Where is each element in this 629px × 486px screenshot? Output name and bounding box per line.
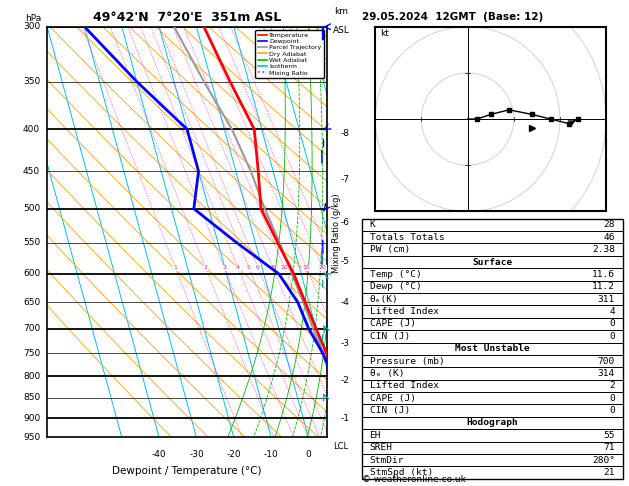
Text: LCL: LCL: [333, 441, 348, 451]
Text: Dewp (°C): Dewp (°C): [369, 282, 421, 291]
Text: 1: 1: [174, 265, 177, 270]
Text: θₑ(K): θₑ(K): [369, 295, 398, 304]
Text: 850: 850: [23, 393, 40, 402]
Text: km: km: [334, 7, 348, 17]
Text: EH: EH: [369, 431, 381, 440]
Text: 650: 650: [23, 298, 40, 307]
Text: 2: 2: [204, 265, 208, 270]
Text: 21: 21: [603, 468, 615, 477]
Text: CIN (J): CIN (J): [369, 406, 409, 415]
Text: 29.05.2024  12GMT  (Base: 12): 29.05.2024 12GMT (Base: 12): [362, 12, 543, 22]
Text: 700: 700: [23, 324, 40, 333]
Text: -2: -2: [341, 376, 350, 385]
Text: 11.2: 11.2: [592, 282, 615, 291]
Text: -30: -30: [189, 450, 204, 459]
Text: 300: 300: [23, 22, 40, 31]
Text: -40: -40: [152, 450, 167, 459]
Text: -4: -4: [341, 298, 350, 307]
Text: 0: 0: [609, 406, 615, 415]
Text: -5: -5: [341, 257, 350, 266]
Text: 71: 71: [603, 443, 615, 452]
Text: -1: -1: [341, 414, 350, 423]
Text: 46: 46: [603, 233, 615, 242]
Text: -7: -7: [341, 174, 350, 184]
Text: Pressure (mb): Pressure (mb): [369, 357, 444, 365]
Text: 280°: 280°: [592, 456, 615, 465]
Text: 750: 750: [23, 348, 40, 358]
Text: 800: 800: [23, 372, 40, 381]
Text: 550: 550: [23, 238, 40, 247]
Text: 5: 5: [247, 265, 251, 270]
Text: 450: 450: [23, 167, 40, 175]
Text: CAPE (J): CAPE (J): [369, 319, 416, 329]
Text: 400: 400: [23, 125, 40, 134]
Text: 0: 0: [609, 319, 615, 329]
Text: StmSpd (kt): StmSpd (kt): [369, 468, 433, 477]
Text: 10: 10: [281, 265, 288, 270]
Text: 3: 3: [222, 265, 226, 270]
Text: 600: 600: [23, 269, 40, 278]
Text: -6: -6: [341, 218, 350, 227]
Text: θₑ (K): θₑ (K): [369, 369, 404, 378]
Text: -3: -3: [341, 339, 350, 348]
FancyBboxPatch shape: [362, 219, 623, 479]
Text: Mixing Ratio (g/kg): Mixing Ratio (g/kg): [332, 193, 341, 273]
Text: 311: 311: [598, 295, 615, 304]
Text: Dewpoint / Temperature (°C): Dewpoint / Temperature (°C): [113, 466, 262, 476]
Text: CIN (J): CIN (J): [369, 332, 409, 341]
Text: 350: 350: [23, 77, 40, 86]
Text: 2: 2: [609, 382, 615, 390]
Text: Temp (°C): Temp (°C): [369, 270, 421, 279]
Legend: Temperature, Dewpoint, Parcel Trajectory, Dry Adiabat, Wet Adiabat, Isotherm, Mi: Temperature, Dewpoint, Parcel Trajectory…: [255, 30, 324, 78]
Text: 314: 314: [598, 369, 615, 378]
Text: Lifted Index: Lifted Index: [369, 307, 438, 316]
Text: 8: 8: [271, 265, 275, 270]
Text: 20: 20: [319, 265, 326, 270]
Text: 2.38: 2.38: [592, 245, 615, 254]
Text: 950: 950: [23, 433, 40, 442]
Text: 500: 500: [23, 204, 40, 213]
Text: StmDir: StmDir: [369, 456, 404, 465]
Text: 0: 0: [306, 450, 311, 459]
Text: 0: 0: [609, 332, 615, 341]
Text: Hodograph: Hodograph: [466, 418, 518, 428]
Text: Totals Totals: Totals Totals: [369, 233, 444, 242]
Text: kt: kt: [380, 29, 389, 38]
Text: K: K: [369, 220, 376, 229]
Text: 0: 0: [609, 394, 615, 403]
Text: SREH: SREH: [369, 443, 392, 452]
Text: Lifted Index: Lifted Index: [369, 382, 438, 390]
Text: -8: -8: [341, 129, 350, 138]
Text: PW (cm): PW (cm): [369, 245, 409, 254]
Text: 900: 900: [23, 414, 40, 423]
Text: Surface: Surface: [472, 258, 512, 266]
Text: -10: -10: [264, 450, 279, 459]
Text: 15: 15: [303, 265, 310, 270]
Title: 49°42'N  7°20'E  351m ASL: 49°42'N 7°20'E 351m ASL: [93, 11, 281, 24]
Text: 28: 28: [603, 220, 615, 229]
Text: -20: -20: [226, 450, 241, 459]
Text: Most Unstable: Most Unstable: [455, 344, 530, 353]
Text: 4: 4: [609, 307, 615, 316]
Text: © weatheronline.co.uk: © weatheronline.co.uk: [362, 474, 465, 484]
Text: 6: 6: [256, 265, 260, 270]
Text: hPa: hPa: [25, 14, 42, 23]
Text: 11.6: 11.6: [592, 270, 615, 279]
Text: 55: 55: [603, 431, 615, 440]
Text: ASL: ASL: [333, 26, 349, 35]
Text: 4: 4: [236, 265, 240, 270]
Text: CAPE (J): CAPE (J): [369, 394, 416, 403]
Text: 700: 700: [598, 357, 615, 365]
